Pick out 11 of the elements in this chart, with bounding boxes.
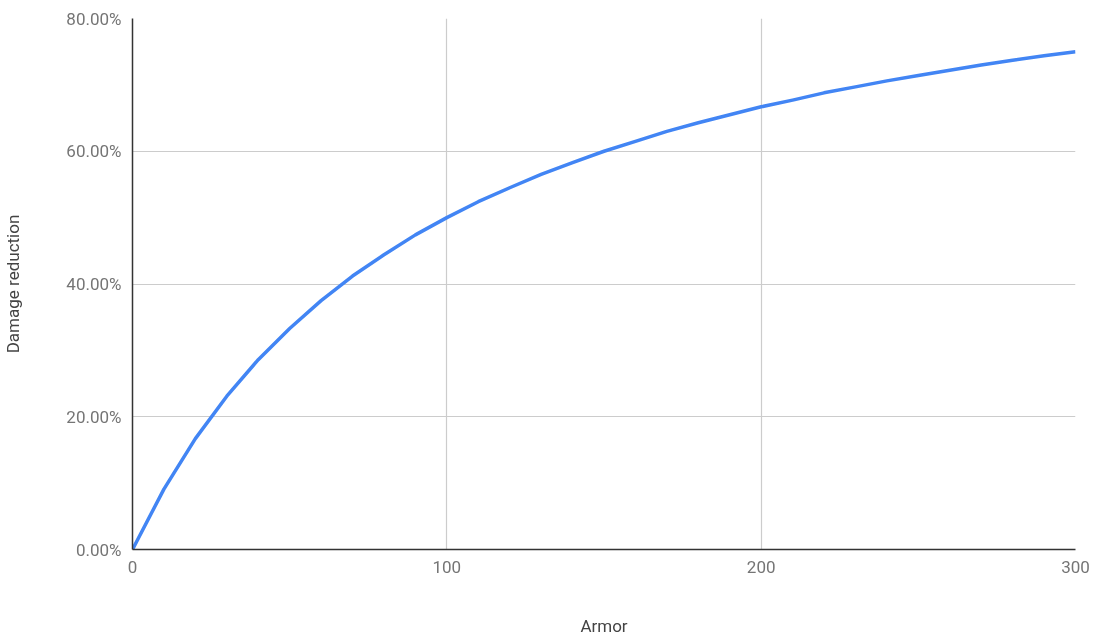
x-tick-label: 100 (432, 556, 462, 577)
y-tick-label: 40.00% (66, 274, 122, 294)
y-tick-label: 0.00% (75, 539, 122, 560)
y-tick-label: 20.00% (66, 406, 122, 427)
y-tick-label: 80.00% (66, 8, 122, 29)
x-axis-title: Armor (580, 615, 628, 636)
x-tick-label: 0 (127, 556, 138, 577)
y-axis-title: Damage reduction (3, 214, 24, 354)
x-tick-label: 300 (1061, 556, 1090, 577)
x-tick-label: 200 (746, 556, 776, 577)
y-tick-label: 60.00% (66, 141, 122, 162)
